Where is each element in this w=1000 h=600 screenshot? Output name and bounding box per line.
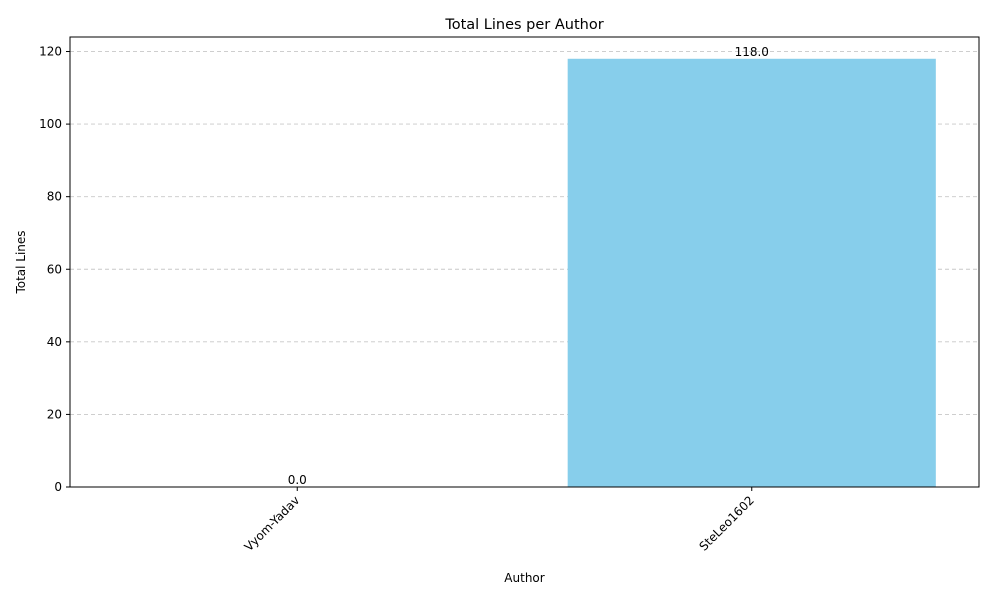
y-tick-label: 60 [47,262,62,276]
bar-value-label: 118.0 [735,45,769,59]
y-tick-label: 100 [39,117,62,131]
x-tick-label: Vyom-Yadav [242,493,303,554]
y-axis-label: Total Lines [14,230,28,294]
x-tick-label: SteLeo1602 [696,493,756,553]
x-axis-ticks: Vyom-Yadav SteLeo1602 [242,487,757,554]
bar-value-label: 0.0 [288,473,307,487]
y-tick-label: 40 [47,335,62,349]
y-tick-label: 20 [47,407,62,421]
bar-value-labels: 0.0 118.0 [288,45,769,487]
y-tick-label: 0 [54,480,62,494]
y-axis-ticks: 0 20 40 60 80 100 120 [39,45,70,494]
bars [567,58,936,487]
x-axis-label: Author [504,571,544,585]
chart-title: Total Lines per Author [444,17,603,33]
y-tick-label: 120 [39,45,62,59]
plot-area [69,36,980,488]
y-tick-label: 80 [47,190,62,204]
bar-steleo1602 [567,58,936,487]
